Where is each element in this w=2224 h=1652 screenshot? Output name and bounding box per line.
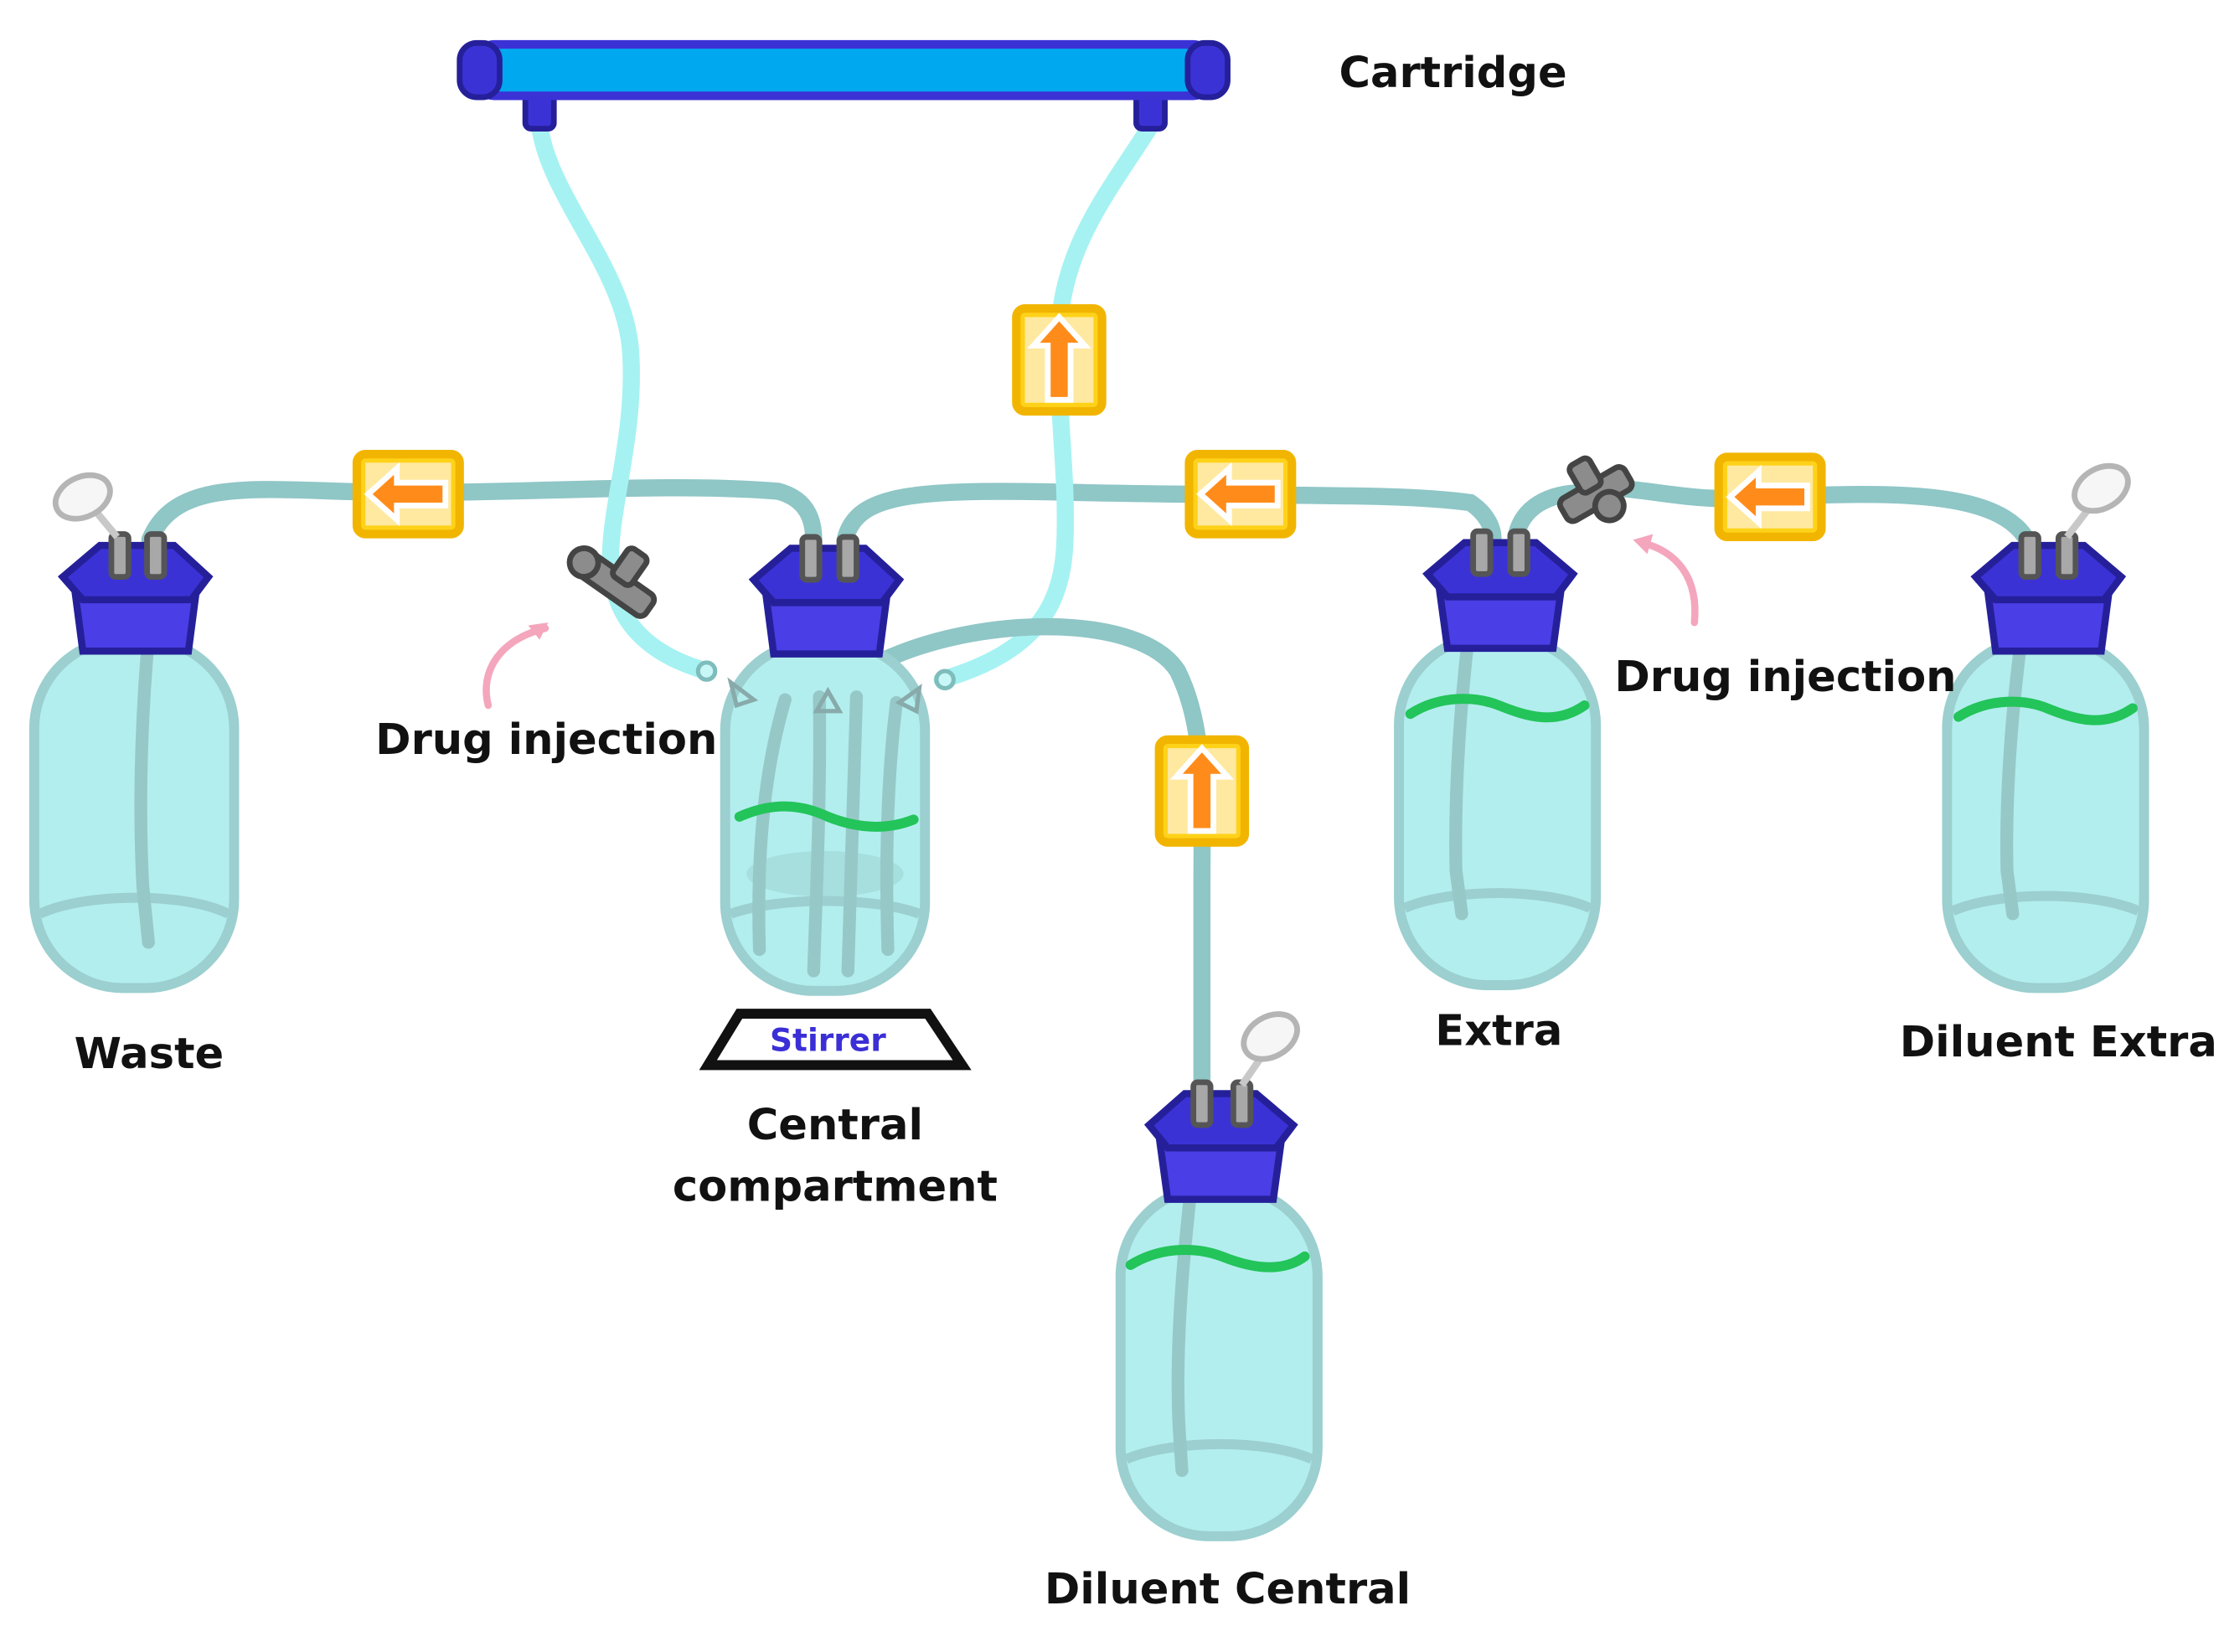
arrow-up-icon: [1169, 744, 1235, 834]
central-label-line1: Central: [747, 1101, 923, 1150]
diluent-central-bottle: [1115, 1011, 1323, 1541]
drug-injection-right-arrow: [1633, 534, 1699, 627]
tube-waste-central: [141, 479, 823, 549]
liquid-level: [734, 801, 919, 832]
port: [1507, 528, 1530, 577]
bottle-base-line: [1124, 1438, 1314, 1464]
port: [1230, 1079, 1254, 1128]
cartridge-body: [475, 39, 1212, 101]
diluent-extra-label: Diluent Extra: [1900, 1018, 2217, 1067]
bottle-glass: [1115, 1183, 1323, 1541]
dip-tube: [841, 690, 864, 978]
cartridge-end-left: [457, 39, 503, 101]
valve-handle: [610, 545, 650, 588]
waste-bottle: [28, 472, 240, 994]
port: [799, 534, 823, 583]
cap-top: [748, 545, 905, 607]
valve-port: [566, 545, 601, 580]
tube-central-extra: [836, 483, 1502, 549]
port: [108, 531, 132, 581]
liquid-level: [1125, 1245, 1310, 1273]
dip-tube: [807, 690, 827, 978]
cap-top: [1970, 541, 2127, 604]
arrow-left-icon: [364, 462, 449, 527]
liquid-level: [1405, 694, 1590, 723]
stirrer-plate: [699, 1009, 972, 1071]
tubing: [141, 116, 2036, 1092]
air-filter-icon: [2064, 462, 2131, 539]
air-filter-icon: [1239, 1011, 1300, 1087]
connector: [695, 660, 718, 682]
air-filter-icon: [52, 472, 121, 539]
valve-port: [1592, 488, 1627, 524]
drug-injection-right-label: Drug injection: [1614, 653, 1956, 702]
connector: [813, 686, 844, 714]
valve-handle: [1566, 455, 1604, 496]
cartridge-end-right: [1184, 39, 1231, 101]
bottle-glass: [1942, 634, 2149, 994]
arrow-left-icon: [1726, 464, 1810, 529]
waste-label: Waste: [75, 1030, 224, 1079]
three-way-stopcock-icon: [1556, 455, 1635, 524]
connector: [727, 677, 759, 709]
connector: [934, 669, 956, 691]
bottle-base-line: [1402, 888, 1592, 913]
port: [836, 534, 859, 583]
pump-extra-central: [1184, 449, 1297, 539]
bottle-base-line: [1950, 891, 2141, 916]
cap-top: [57, 541, 214, 604]
drug-injection-left-label: Drug injection: [375, 715, 717, 765]
three-way-stopcock-icon: [566, 545, 658, 619]
stirrer-label: Stirrer: [770, 1021, 886, 1058]
cap-top: [1422, 539, 1578, 601]
diluent-extra-bottle: [1942, 462, 2149, 994]
port: [144, 531, 168, 581]
arrow-up-icon: [1027, 312, 1091, 403]
pump-diluent-extra: [1714, 452, 1826, 542]
port: [1470, 528, 1494, 577]
cartridge: [457, 39, 1231, 132]
port: [2018, 531, 2041, 581]
pump-cartridge: [1012, 304, 1107, 416]
bottle-base-line: [38, 892, 231, 919]
arrow-left-icon: [1196, 462, 1281, 527]
drug-injection-left-arrow: [482, 622, 550, 710]
diluent-central-label: Diluent Central: [1045, 1565, 1411, 1614]
dip-tube: [880, 695, 903, 957]
liquid-level: [1953, 696, 2138, 725]
cap-top: [1143, 1090, 1298, 1152]
pump-waste: [352, 449, 464, 539]
tube-cartridge-left: [530, 116, 715, 680]
stir-bar-blur: [746, 850, 904, 897]
bottle-base-line: [729, 896, 921, 919]
port: [1190, 1079, 1214, 1128]
port: [2055, 531, 2079, 581]
cartridge-label: Cartridge: [1339, 49, 1566, 98]
bottle-glass: [28, 634, 240, 994]
stirrer: Stirrer: [699, 1009, 972, 1071]
extra-label: Extra: [1435, 1007, 1562, 1056]
bottle-glass: [1394, 632, 1602, 990]
central-bottle: [695, 534, 956, 996]
central-label-line2: compartment: [673, 1162, 998, 1211]
pump-diluent-central: [1154, 735, 1250, 847]
extra-bottle: [1394, 528, 1602, 990]
dip-tube: [752, 693, 792, 957]
connector: [895, 684, 922, 715]
